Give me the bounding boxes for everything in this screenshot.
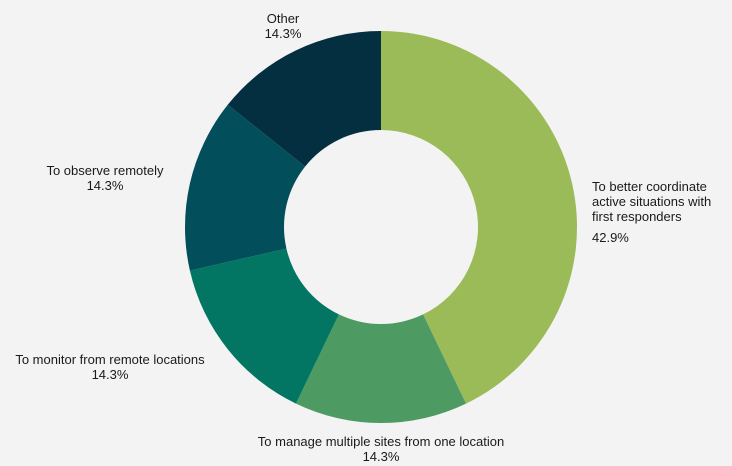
slice-label-manage: To manage multiple sites from one locati…	[256, 434, 506, 464]
slice-value-monitor: 14.3%	[91, 367, 129, 382]
slice-value-other: 14.3%	[264, 26, 302, 41]
slice-label-observe: To observe remotely 14.3%	[40, 163, 170, 193]
slice-category-monitor: To monitor from remote locations	[15, 352, 205, 367]
slice-manage	[295, 314, 467, 423]
slice-category-coordinate-line-3: first responders	[592, 209, 682, 224]
slice-coordinate	[381, 31, 577, 404]
slice-label-other: Other 14.3%	[250, 11, 316, 41]
slice-value-observe: 14.3%	[86, 178, 124, 193]
slice-category-manage: To manage multiple sites from one locati…	[257, 434, 505, 449]
slice-label-coordinate: To better coordinate active situations w…	[592, 179, 711, 245]
slice-label-monitor: To monitor from remote locations 14.3%	[10, 352, 210, 382]
slice-category-observe: To observe remotely	[46, 163, 164, 178]
slice-category-coordinate-line-2: active situations with	[592, 194, 712, 209]
slice-value-manage: 14.3%	[362, 449, 400, 464]
slice-other	[227, 31, 381, 167]
slice-category-other: Other	[266, 11, 300, 26]
slice-observe	[185, 104, 306, 271]
slice-value-coordinate: 42.9%	[592, 230, 629, 245]
slice-monitor	[189, 248, 339, 404]
slice-category-coordinate-line-1: To better coordinate	[592, 179, 707, 194]
